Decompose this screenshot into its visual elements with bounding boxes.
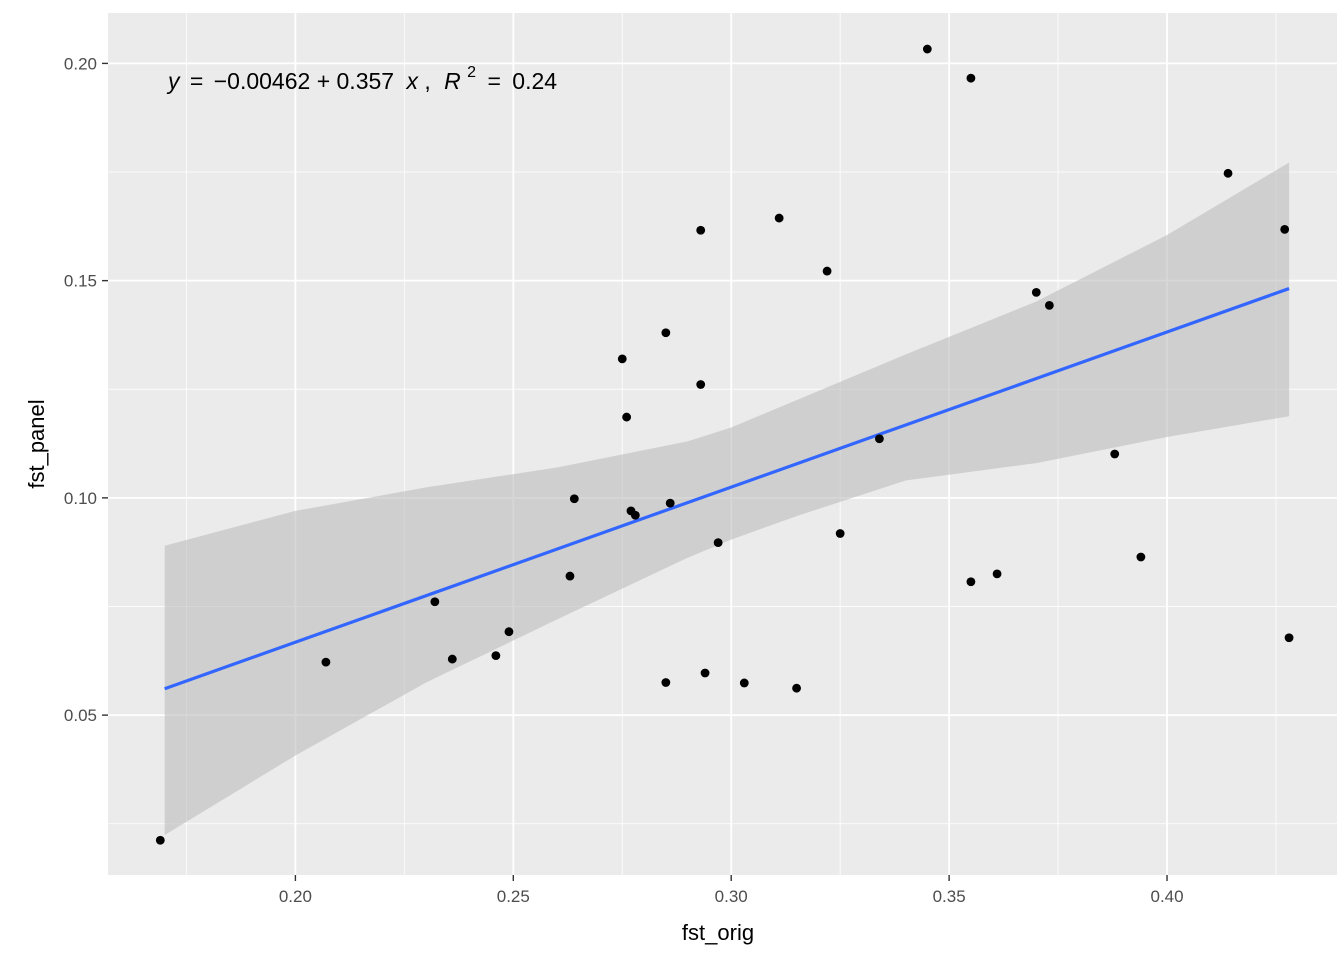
data-point [966, 73, 976, 83]
data-point [835, 529, 845, 538]
data-point [617, 354, 627, 364]
data-point [922, 44, 932, 54]
equation-plus: + [317, 68, 330, 94]
x-axis-title: fst_orig [682, 920, 754, 945]
data-point [321, 657, 331, 667]
data-point [696, 225, 706, 235]
data-point [430, 597, 440, 607]
data-point [713, 538, 723, 548]
regression-line [164, 287, 1290, 691]
data-point [822, 266, 832, 276]
data-point [696, 380, 706, 389]
data-point [739, 678, 749, 688]
equation-comma: , [424, 68, 430, 94]
x-tick-label: 0.20 [279, 887, 312, 906]
data-point [992, 569, 1002, 579]
x-axis-ticks: 0.20 0.25 0.30 0.35 0.40 [279, 875, 1184, 906]
equation-r2-var: R [444, 68, 461, 94]
data-point [700, 668, 710, 678]
equation-x-var: x [405, 68, 419, 94]
data-point [1136, 552, 1146, 562]
equation-r2-value: 0.24 [512, 68, 557, 94]
data-point [569, 494, 579, 504]
equation-slope: 0.357 [337, 68, 395, 94]
equation-equals: = [190, 68, 203, 94]
data-point [874, 434, 884, 444]
data-point [1223, 168, 1233, 178]
data-point [661, 678, 671, 687]
data-point [622, 412, 632, 422]
data-point [1044, 301, 1054, 310]
equation-y-var: y [166, 68, 181, 94]
y-tick-label: 0.05 [64, 706, 97, 725]
data-point [630, 510, 640, 520]
data-point [1280, 224, 1290, 234]
x-tick-label: 0.40 [1150, 887, 1183, 906]
confidence-band [164, 162, 1290, 835]
equation-r2-exp: 2 [467, 64, 476, 81]
x-tick-label: 0.35 [933, 887, 966, 906]
regression-equation: y = −0.00462 + 0.357 x , R 2 = 0.24 [166, 56, 557, 94]
y-tick-label: 0.10 [64, 489, 97, 508]
equation-intercept: −0.00462 [214, 68, 311, 94]
data-point [1031, 287, 1041, 297]
x-tick-label: 0.30 [715, 887, 748, 906]
data-point [661, 328, 671, 338]
x-tick-label: 0.25 [497, 887, 530, 906]
data-point [447, 654, 457, 664]
data-point [565, 571, 575, 581]
data-point [1284, 633, 1294, 643]
data-point [491, 651, 501, 660]
data-points [155, 44, 1294, 845]
data-point [774, 213, 784, 223]
data-point [966, 577, 976, 587]
data-point [155, 835, 165, 845]
equation-r2-equals: = [487, 68, 500, 94]
y-tick-label: 0.15 [64, 272, 97, 291]
data-point [792, 683, 801, 693]
data-point [504, 627, 514, 637]
data-point [1110, 449, 1120, 459]
y-axis-ticks: 0.05 0.10 0.15 0.20 [64, 54, 108, 725]
y-axis-title: fst_panel [24, 399, 49, 488]
y-tick-label: 0.20 [64, 54, 97, 73]
data-point [665, 498, 675, 508]
